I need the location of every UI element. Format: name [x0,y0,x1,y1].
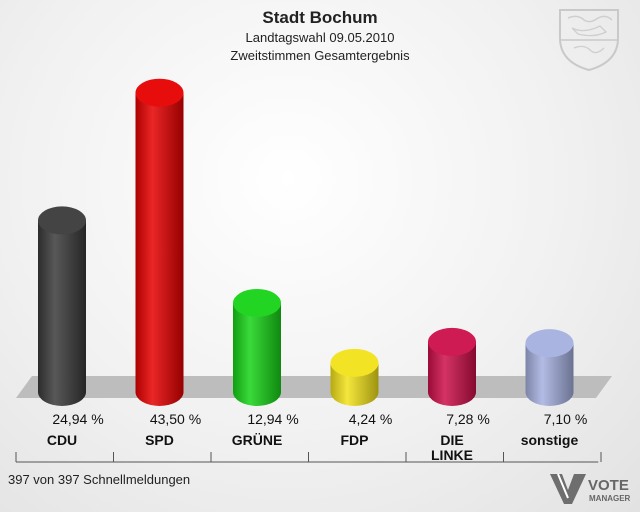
category-label: GRÜNE [232,432,283,448]
value-label: 12,94 % [247,411,298,427]
bar-die-linke [428,327,476,406]
bar-chart: 24,94 % 43,50 % 12,94 % 4,24 % 7,28 % 7,10 % … [15,78,612,463]
bar-top [38,206,86,235]
category-label: FDP [341,432,369,448]
bar-body [38,220,86,406]
chart-title: Stadt Bochum [262,8,378,27]
value-label: 43,50 % [150,411,201,427]
bar-cdu [38,206,86,406]
bar-sonstige [525,329,574,407]
category-label: SPD [145,432,174,448]
vote-manager-logo-icon: VOTE MANAGER [550,473,631,504]
bar-fdp [330,348,379,407]
bar-body [428,341,476,406]
bar-top [233,288,281,317]
value-label: 4,24 % [349,411,393,427]
coat-of-arms-icon [559,9,619,72]
category-label: LINKE [431,447,473,463]
logo-text-vote: VOTE [588,477,629,494]
bar-top [525,329,574,358]
floor-shadow [16,376,612,398]
category-label: sonstige [521,432,579,448]
bar-top [330,348,379,377]
value-label: 7,10 % [544,411,588,427]
value-label: 7,28 % [446,411,490,427]
bar-body [525,343,574,407]
chart-subtitle: Landtagswahl 09.05.2010 [245,30,395,45]
value-label: 24,94 % [52,411,103,427]
bar-gr-ne [233,288,281,406]
bar-spd [135,78,184,407]
bar-body [233,302,281,406]
category-label: DIE [440,432,463,448]
bar-top [428,327,476,356]
logo-text-manager: MANAGER [589,494,631,503]
status-text: 397 von 397 Schnellmeldungen [8,472,191,487]
bar-top [135,78,184,107]
category-label: CDU [47,432,77,448]
bar-body [135,92,184,407]
chart-subtitle-2: Zweitstimmen Gesamtergebnis [230,48,410,63]
